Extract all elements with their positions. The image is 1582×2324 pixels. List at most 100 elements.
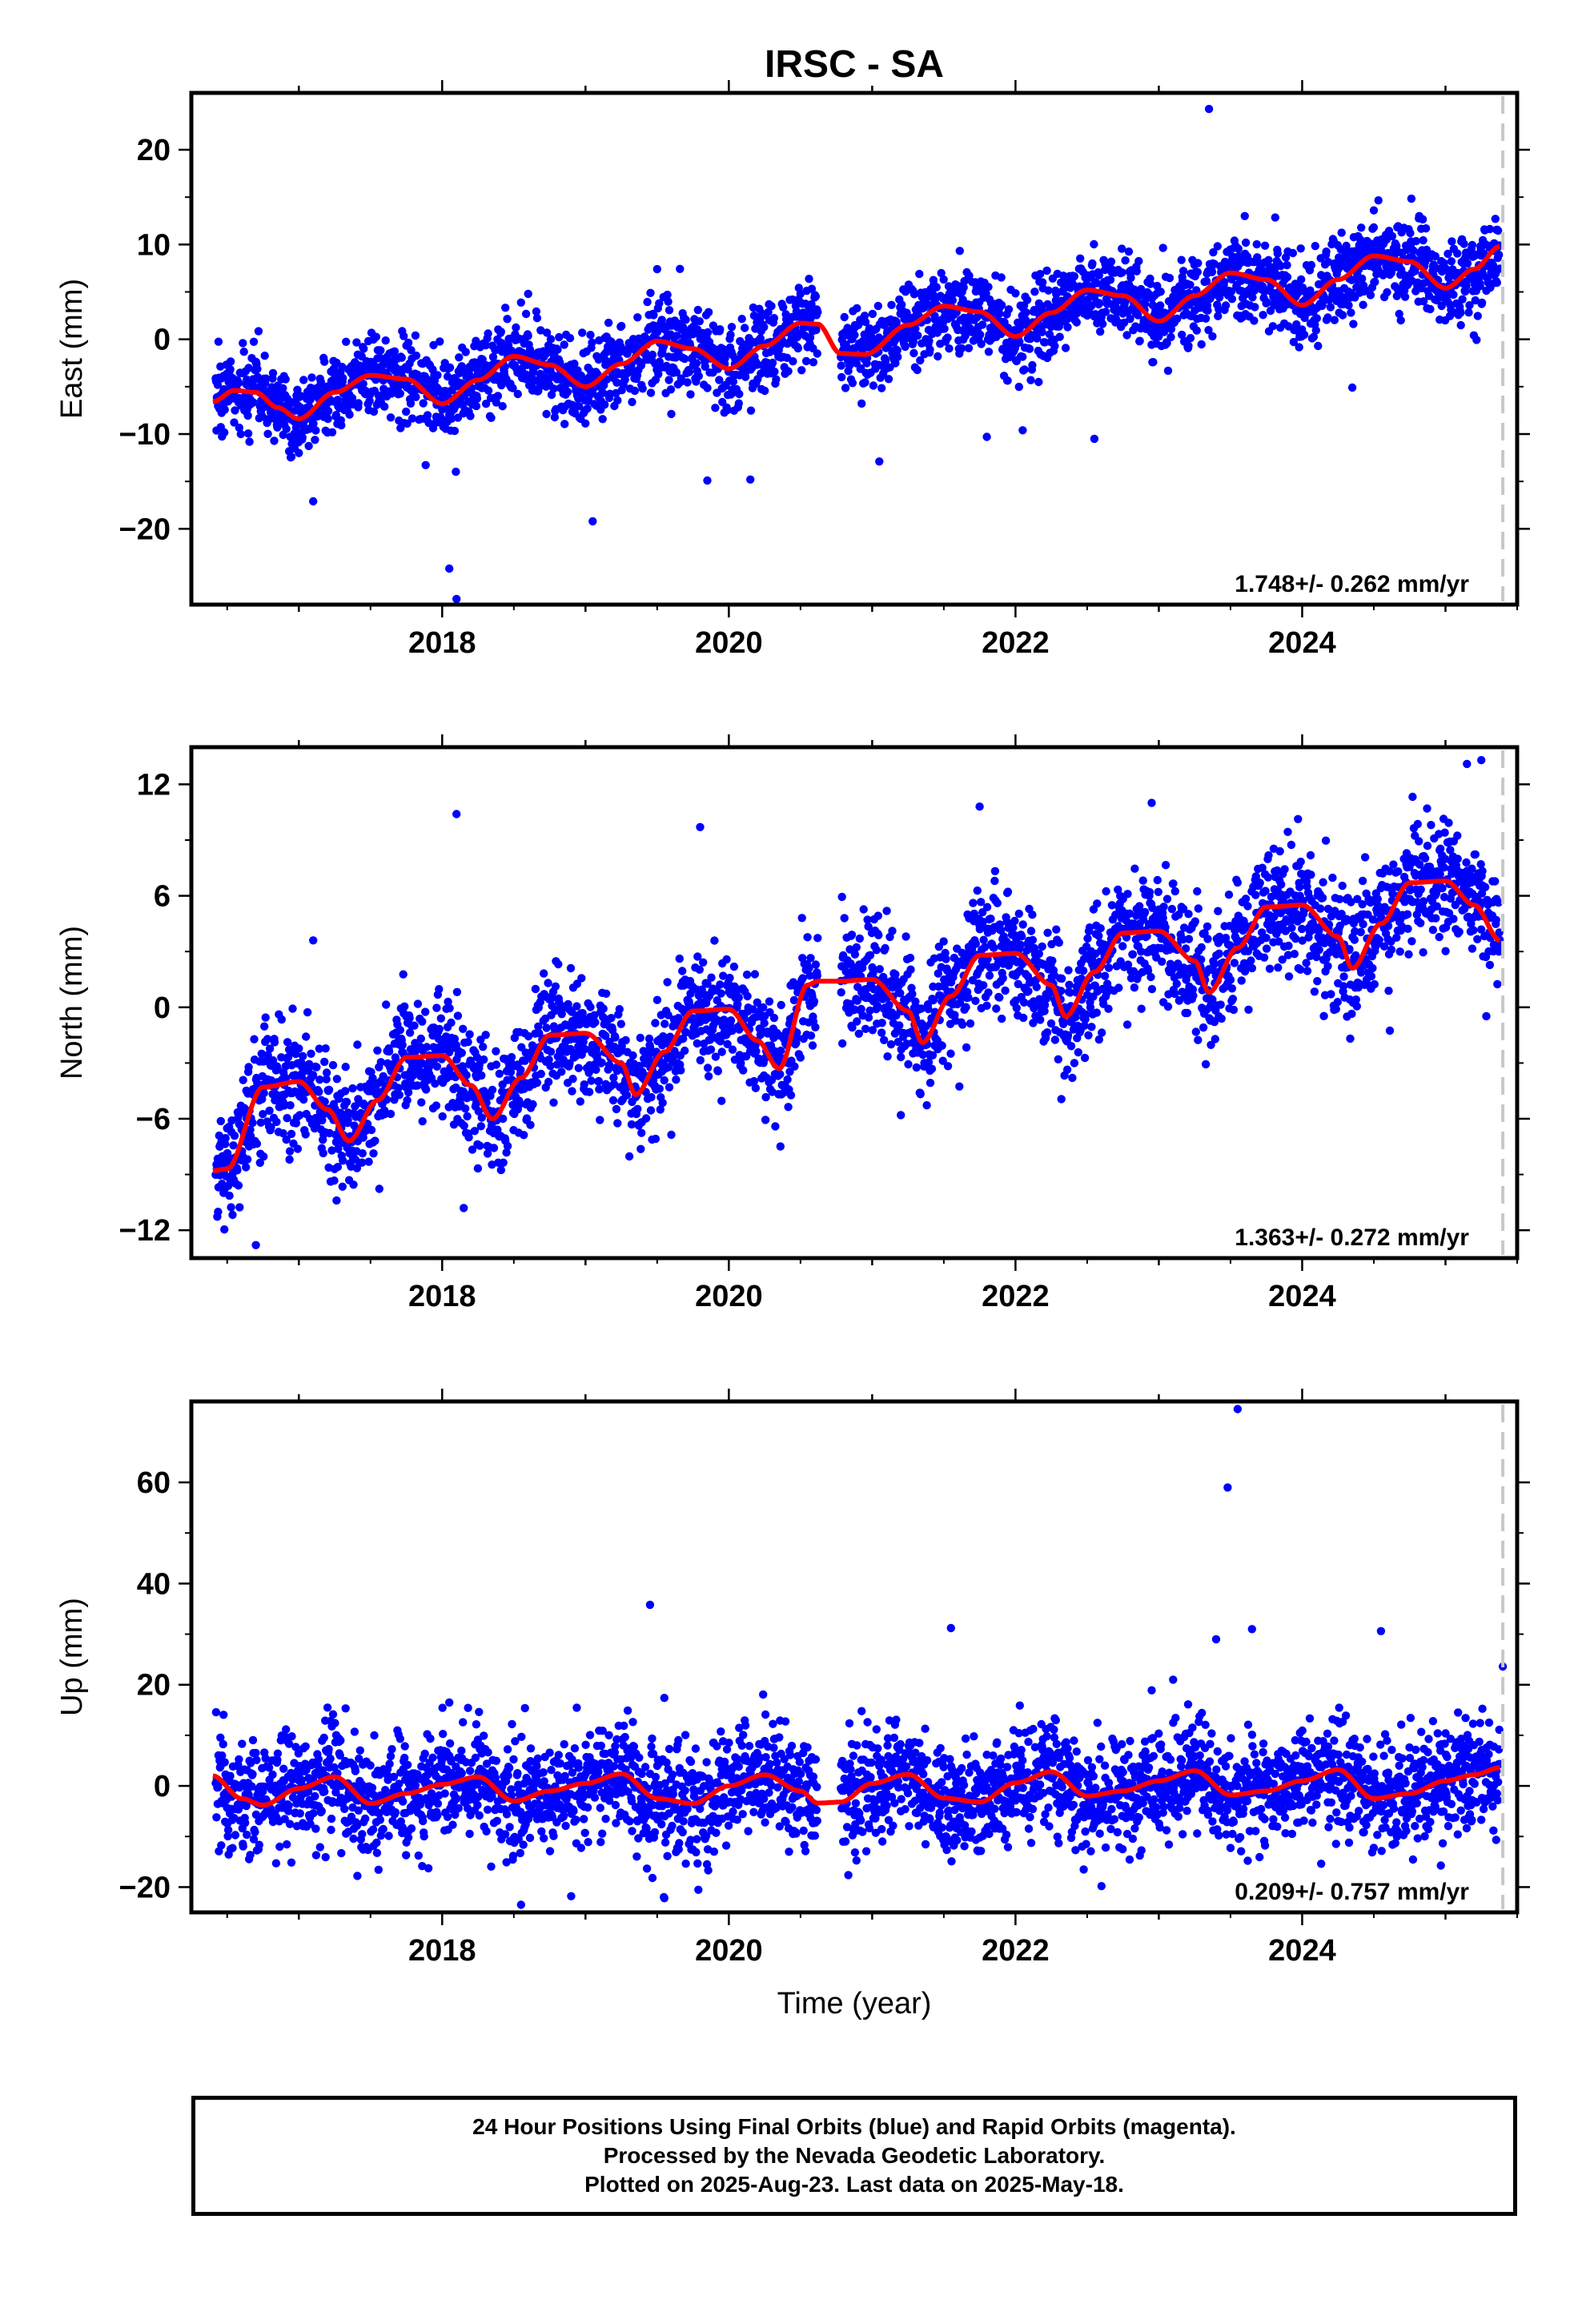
data-point — [660, 1076, 669, 1085]
data-point — [333, 1163, 343, 1172]
data-point — [244, 1063, 253, 1072]
data-point — [1022, 308, 1030, 317]
data-point — [270, 436, 279, 445]
data-point — [506, 1068, 516, 1076]
data-point — [227, 1203, 235, 1212]
data-point — [917, 1004, 926, 1013]
data-point — [850, 950, 860, 959]
data-point — [507, 1052, 516, 1062]
data-point — [371, 332, 381, 341]
data-point — [492, 398, 501, 407]
data-point — [1297, 275, 1306, 284]
data-point — [1468, 240, 1477, 250]
data-point — [403, 1096, 412, 1105]
data-point — [770, 367, 779, 376]
data-point — [998, 300, 1006, 310]
data-point — [445, 1003, 454, 1013]
data-point — [412, 392, 420, 401]
data-point — [453, 1011, 463, 1020]
data-point — [358, 1149, 367, 1158]
data-point — [581, 419, 590, 428]
data-point — [480, 1055, 488, 1064]
data-point — [489, 1144, 499, 1152]
data-point — [384, 1047, 394, 1056]
data-point — [1028, 360, 1037, 370]
data-point — [661, 1019, 669, 1028]
data-point — [1146, 279, 1155, 288]
data-point — [728, 1045, 737, 1054]
data-point — [1453, 249, 1462, 258]
data-point — [470, 1127, 480, 1136]
outlier-point — [1018, 426, 1027, 435]
data-point — [522, 1114, 532, 1123]
data-point — [1014, 382, 1024, 392]
data-point — [322, 1068, 331, 1077]
data-point — [410, 1021, 419, 1030]
data-point — [265, 1106, 274, 1116]
data-point — [615, 1005, 624, 1014]
data-point — [638, 384, 647, 393]
data-point — [570, 360, 579, 368]
data-point — [1259, 311, 1267, 320]
data-point — [873, 911, 883, 920]
data-point — [1419, 235, 1427, 245]
data-point — [868, 309, 877, 319]
data-point — [287, 1129, 296, 1139]
data-point — [962, 1003, 970, 1011]
data-point — [1406, 228, 1415, 238]
data-point — [368, 1074, 377, 1083]
data-point — [1276, 262, 1285, 271]
data-point — [713, 1067, 722, 1076]
data-point — [286, 1101, 295, 1110]
data-point — [220, 405, 229, 414]
data-point — [726, 330, 735, 340]
data-point — [353, 1040, 362, 1049]
data-point — [865, 951, 875, 960]
data-point — [1309, 332, 1319, 341]
data-point — [283, 1038, 292, 1047]
data-point — [320, 1097, 329, 1106]
data-point — [338, 363, 347, 372]
data-point — [452, 467, 460, 476]
data-point — [557, 1068, 566, 1076]
data-point — [1241, 238, 1251, 247]
data-point — [396, 389, 404, 398]
data-point — [320, 357, 329, 366]
data-point — [664, 1011, 673, 1019]
y-tick-label: 0 — [154, 991, 171, 1025]
data-point — [472, 401, 481, 411]
data-point — [472, 1053, 482, 1062]
data-point — [396, 1026, 404, 1035]
data-point — [1015, 337, 1024, 346]
data-point — [225, 1191, 234, 1200]
data-point — [916, 1090, 925, 1099]
data-point — [532, 1078, 542, 1088]
data-point — [877, 1019, 886, 1027]
data-point — [293, 385, 302, 394]
data-point — [255, 1158, 264, 1168]
data-point — [282, 1135, 291, 1144]
data-point — [863, 915, 872, 924]
data-point — [298, 432, 307, 442]
data-point — [460, 1121, 468, 1131]
data-point — [891, 359, 900, 368]
data-point — [672, 368, 681, 377]
data-point — [1106, 257, 1116, 266]
data-point — [1326, 303, 1335, 312]
data-point — [717, 1047, 726, 1056]
data-point — [1203, 306, 1212, 315]
data-point — [447, 1018, 456, 1027]
data-point — [1092, 279, 1102, 287]
data-point — [513, 389, 522, 399]
data-point — [941, 948, 950, 958]
data-point — [231, 406, 239, 415]
data-point — [686, 989, 695, 999]
data-point — [1477, 298, 1487, 308]
data-point — [293, 1144, 303, 1153]
data-point — [707, 973, 716, 982]
data-point — [568, 1075, 577, 1084]
data-point — [481, 400, 491, 408]
data-point — [612, 378, 621, 387]
data-point — [256, 1118, 265, 1128]
data-point — [352, 338, 361, 347]
